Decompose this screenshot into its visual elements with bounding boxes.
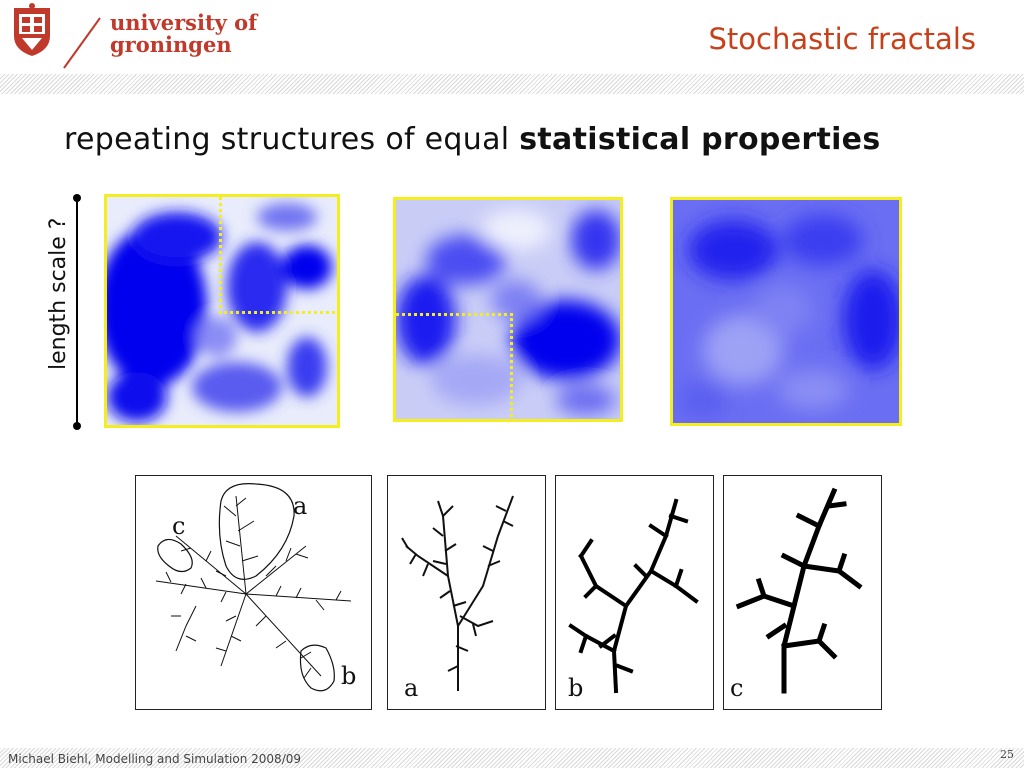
zoom-b-label: b: [568, 674, 584, 702]
cloud-fractal-panel-3: [670, 197, 902, 426]
footer-hatch-divider: [0, 748, 1024, 768]
logo-slash-icon: [63, 17, 101, 69]
dla-cluster-overview-drawing: [155, 483, 352, 692]
page-number: 25: [1000, 748, 1014, 761]
cloud-fractal-image-3: [673, 200, 899, 423]
dla-cluster-zoom-a-drawing: [401, 495, 514, 691]
overview-label-c: c: [172, 512, 186, 540]
length-scale-label: length scale ?: [46, 217, 71, 370]
slide-header: university of groningen Stochastic fract…: [0, 0, 1024, 75]
zoom-region-outline-1: [219, 197, 337, 314]
university-logo-text: university of groningen: [110, 12, 257, 56]
slide-title: Stochastic fractals: [708, 22, 976, 56]
cloud-fractal-panel-1: [104, 194, 340, 428]
overview-label-b: b: [341, 662, 357, 690]
zoom-a-label: a: [404, 674, 419, 702]
zoom-region-outline-2: [396, 313, 513, 419]
dla-cluster-zoom-b-box: b: [555, 475, 714, 710]
logo-line-2: groningen: [110, 32, 232, 57]
cloud-fractal-image-2: [396, 200, 620, 419]
university-seal-icon: [14, 3, 50, 56]
dla-cluster-zoom-c-box: c: [723, 475, 882, 710]
cloud-fractal-panel-2: [393, 197, 623, 422]
dla-cluster-overview-box: a c b: [135, 475, 372, 710]
length-scale-bar: [73, 194, 81, 430]
slide-subtitle: repeating structures of equal statistica…: [64, 122, 880, 157]
header-hatch-divider: [0, 74, 1024, 94]
overview-label-a: a: [293, 492, 308, 520]
dla-cluster-zoom-b-drawing: [568, 498, 699, 694]
footer-credit: Michael Biehl, Modelling and Simulation …: [8, 752, 302, 766]
subtitle-bold-text: statistical properties: [519, 122, 881, 157]
zoom-c-label: c: [730, 674, 744, 702]
dla-cluster-zoom-a-box: a: [387, 475, 546, 710]
dla-cluster-zoom-c-drawing: [735, 487, 863, 694]
subtitle-plain-text: repeating structures of equal: [64, 122, 520, 157]
logo-line-1: university of: [110, 10, 258, 35]
